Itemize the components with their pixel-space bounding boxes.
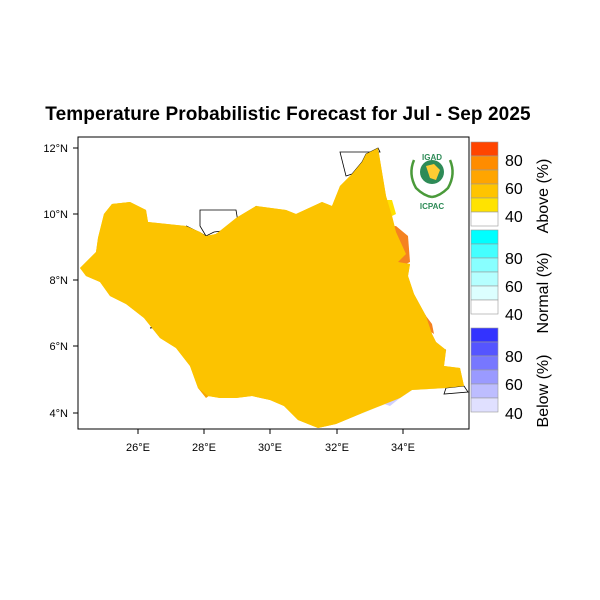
legend-normal-swatch — [470, 299, 499, 315]
legend-normal-swatch — [470, 257, 499, 273]
icpac-logo: IGAD ICPAC — [410, 149, 454, 211]
lon-label-34: 34°E — [391, 442, 415, 454]
legend-normal-swatch — [470, 243, 499, 259]
lat-label-12: 12°N — [43, 143, 68, 155]
legend-above-label-60: 60 — [505, 181, 523, 198]
lat-ticks — [73, 147, 78, 414]
legend-above — [470, 141, 499, 227]
legend-above-swatch — [470, 169, 499, 185]
lon-label-30: 30°E — [258, 442, 282, 454]
legend-above-label-40: 40 — [505, 209, 523, 226]
legend-normal — [470, 229, 499, 315]
legend-below-label-40: 40 — [505, 406, 523, 423]
legend-normal-swatch — [470, 271, 499, 287]
legend-below — [470, 327, 499, 413]
lon-label-32: 32°E — [325, 442, 349, 454]
logo-igad-text: IGAD — [422, 153, 442, 162]
legend-below-swatch — [470, 341, 499, 357]
legend-below-title: Below (%) — [535, 355, 552, 428]
legend-below-swatch — [470, 383, 499, 399]
lat-label-8: 8°N — [50, 275, 69, 287]
legend-below-label-60: 60 — [505, 377, 523, 394]
legend-above-swatch — [470, 155, 499, 171]
legend-normal-title: Normal (%) — [535, 253, 552, 334]
legend-below-swatch — [470, 397, 499, 413]
lon-ticks — [137, 429, 404, 434]
legend-below-swatch — [470, 369, 499, 385]
legend-below-label-80: 80 — [505, 349, 523, 366]
legend-normal-label-40: 40 — [505, 307, 523, 324]
legend-normal-label-60: 60 — [505, 279, 523, 296]
lat-label-10: 10°N — [43, 209, 68, 221]
lon-label-28: 28°E — [192, 442, 216, 454]
logo-icpac-text: ICPAC — [420, 202, 445, 211]
legend-below-swatch — [470, 355, 499, 371]
legend-above-title: Above (%) — [535, 159, 552, 234]
legend-normal-swatch — [470, 229, 499, 245]
map-title: Temperature Probabilistic Forecast for J… — [45, 104, 531, 125]
legend-above-swatch — [470, 211, 499, 227]
legend-above-swatch — [470, 183, 499, 199]
legend-normal-swatch — [470, 285, 499, 301]
legend-above-swatch — [470, 197, 499, 213]
lon-label-26: 26°E — [126, 442, 150, 454]
legend-below-swatch — [470, 327, 499, 343]
legend-above-label-80: 80 — [505, 153, 523, 170]
lat-label-4: 4°N — [50, 408, 69, 420]
legend-above-swatch — [470, 141, 499, 157]
lat-label-6: 6°N — [50, 341, 69, 353]
legend-normal-label-80: 80 — [505, 251, 523, 268]
